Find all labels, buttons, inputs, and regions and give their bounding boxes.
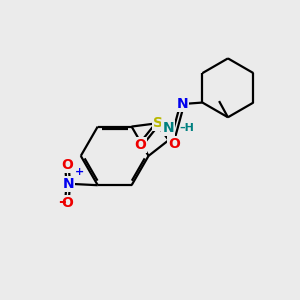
Text: N: N — [62, 177, 74, 191]
Text: N: N — [163, 121, 174, 135]
Text: +: + — [75, 167, 84, 178]
Text: –: – — [58, 194, 66, 209]
Text: O: O — [134, 138, 146, 152]
Text: S: S — [153, 116, 163, 130]
Text: –H: –H — [179, 123, 194, 133]
Text: N: N — [176, 97, 188, 111]
Text: O: O — [61, 196, 73, 210]
Text: O: O — [168, 137, 180, 152]
Text: O: O — [61, 158, 73, 172]
